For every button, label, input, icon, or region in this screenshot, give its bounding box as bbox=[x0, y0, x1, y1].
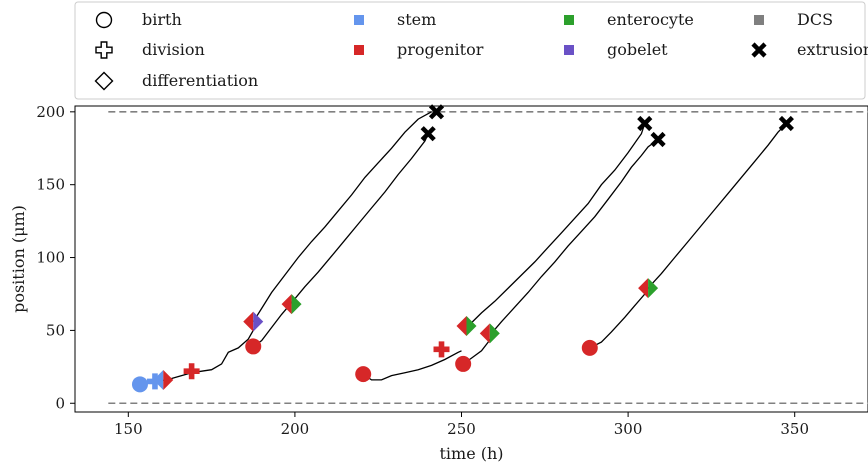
birth-marker bbox=[581, 339, 598, 356]
extrusion-marker bbox=[778, 115, 794, 132]
x-tick-label: 350 bbox=[780, 420, 809, 438]
trajectory-line bbox=[158, 321, 256, 383]
birth-marker bbox=[245, 338, 262, 355]
legend-item: gobelet bbox=[564, 40, 668, 59]
differentiation-marker-to bbox=[466, 316, 477, 337]
legend-item: enterocyte bbox=[564, 10, 694, 29]
trajectory-line bbox=[252, 111, 432, 323]
legend-label: stem bbox=[397, 10, 436, 29]
differentiation-marker bbox=[153, 369, 174, 390]
differentiation-marker-to bbox=[163, 369, 174, 390]
legend-extrusion-icon bbox=[751, 42, 767, 58]
legend-label: enterocyte bbox=[607, 10, 694, 29]
legend-birth-icon bbox=[95, 11, 113, 29]
differentiation-marker-to bbox=[253, 311, 264, 332]
differentiation-marker bbox=[638, 278, 659, 299]
differentiation-marker-from bbox=[638, 278, 649, 299]
differentiation-marker bbox=[479, 323, 500, 344]
legend-color-swatch bbox=[354, 15, 364, 25]
y-tick-label: 100 bbox=[36, 249, 65, 267]
x-tick-label: 200 bbox=[281, 420, 310, 438]
differentiation-marker-to bbox=[291, 294, 302, 315]
plot-area bbox=[108, 104, 868, 405]
trajectory-line bbox=[589, 287, 649, 349]
legend-item: extrusion bbox=[751, 40, 868, 59]
trajectory-line bbox=[467, 123, 646, 327]
x-tick-label: 250 bbox=[447, 420, 476, 438]
differentiation-marker bbox=[243, 311, 264, 332]
legend-item: DCS bbox=[754, 10, 833, 29]
trajectory-line bbox=[362, 350, 462, 381]
legend-color-swatch bbox=[754, 15, 764, 25]
differentiation-marker bbox=[281, 294, 302, 315]
y-tick-label: 150 bbox=[36, 176, 65, 194]
differentiation-marker-to bbox=[648, 278, 659, 299]
legend-label: DCS bbox=[797, 10, 833, 29]
x-axis-label: time (h) bbox=[439, 444, 503, 463]
differentiation-marker-from bbox=[243, 311, 254, 332]
legend: birth division differentiation stem progenit… bbox=[74, 1, 868, 100]
legend-box bbox=[74, 1, 866, 100]
legend-color-swatch bbox=[564, 45, 574, 55]
plot-frame bbox=[74, 105, 868, 413]
differentiation-marker bbox=[456, 316, 477, 337]
differentiation-marker-from bbox=[281, 294, 292, 315]
legend-color-swatch bbox=[354, 45, 364, 55]
differentiation-marker-from bbox=[153, 369, 164, 390]
y-tick-label: 200 bbox=[36, 103, 65, 121]
legend-color-swatch bbox=[564, 15, 574, 25]
differentiation-marker-from bbox=[479, 323, 490, 344]
legend-label: gobelet bbox=[607, 40, 668, 59]
trajectory-line bbox=[252, 133, 429, 347]
trajectory-line bbox=[491, 138, 659, 334]
legend-item: division bbox=[95, 40, 205, 59]
legend-label: division bbox=[142, 40, 205, 59]
extrusion-marker bbox=[428, 104, 445, 120]
legend-item: differentiation bbox=[94, 71, 258, 91]
differentiation-marker-from bbox=[456, 316, 467, 337]
legend-item: birth bbox=[95, 10, 182, 29]
legend-division-icon bbox=[95, 41, 113, 59]
extrusion-marker bbox=[650, 131, 666, 148]
y-tick-label: 0 bbox=[55, 394, 65, 412]
axes: 150 200 250 300 350 0 50 100 150 200 bbox=[36, 103, 868, 438]
legend-item: stem bbox=[354, 10, 436, 29]
legend-label: differentiation bbox=[142, 71, 258, 90]
differentiation-marker-to bbox=[489, 323, 500, 344]
division-marker bbox=[433, 341, 450, 358]
x-tick-label: 300 bbox=[614, 420, 643, 438]
birth-marker bbox=[131, 376, 148, 393]
extrusion-marker bbox=[420, 126, 436, 142]
trajectory-line bbox=[647, 123, 787, 289]
y-tick-label: 50 bbox=[46, 321, 65, 339]
legend-label: progenitor bbox=[397, 40, 484, 59]
legend-label: extrusion bbox=[797, 40, 868, 59]
legend-differentiation-icon bbox=[94, 71, 114, 91]
y-axis-label: position (μm) bbox=[9, 205, 28, 313]
birth-marker bbox=[355, 366, 372, 383]
division-marker bbox=[183, 363, 200, 380]
x-tick-label: 150 bbox=[114, 420, 143, 438]
birth-marker bbox=[455, 355, 472, 372]
legend-item: progenitor bbox=[354, 40, 484, 59]
extrusion-marker bbox=[637, 115, 653, 132]
legend-label: birth bbox=[142, 10, 182, 29]
